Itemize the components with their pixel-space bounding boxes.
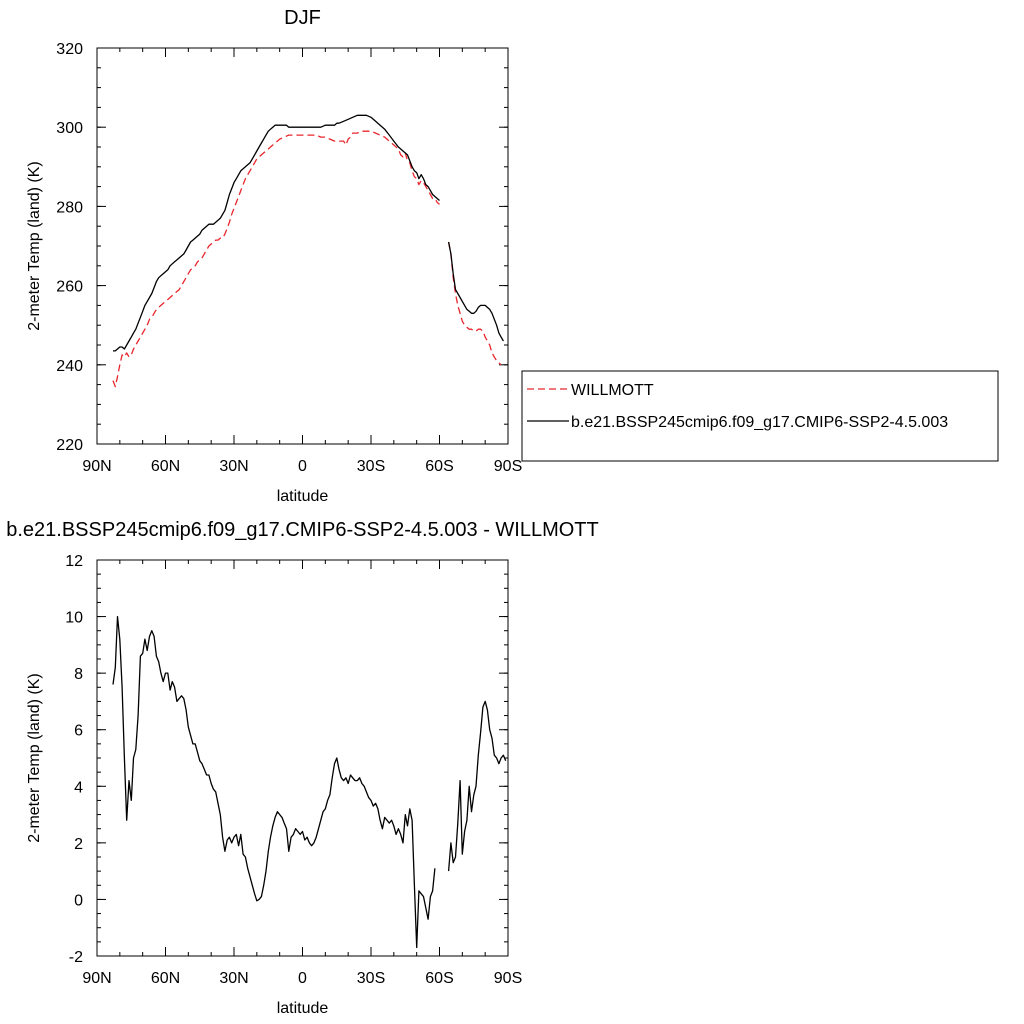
series-line-0 [447, 700, 507, 872]
legend-label: WILLMOTT [571, 382, 654, 399]
y-tick-label: 12 [65, 553, 83, 570]
x-tick-label: 60S [425, 458, 453, 475]
y-tick-label: 8 [74, 666, 83, 683]
series-line-0 [447, 241, 502, 366]
x-tick-label: 90S [494, 970, 522, 987]
legend-box [521, 370, 999, 462]
y-tick-label: 300 [56, 120, 83, 137]
plot-frame [96, 47, 509, 445]
y-tick-label: 240 [56, 358, 83, 375]
y-tick-label: 10 [65, 610, 83, 627]
y-tick-label: 320 [56, 41, 83, 58]
x-tick-label: 30N [219, 458, 248, 475]
x-tick-label: 90N [82, 970, 111, 987]
plot-frame [96, 559, 509, 957]
top-panel: 220 240 260 280 300 320 90N 60N 30N 0 30S 60S 90S lat… [26, 7, 522, 505]
y-tick-label: 0 [74, 892, 83, 909]
bottom-panel: -2 0 2 4 6 8 10 12 90N 60N 30N 0 30S 60S 90S latitude 2-… [6, 519, 599, 1017]
plot-title: b.e21.BSSP245cmip6.f09_g17.CMIP6-SSP2-4.… [6, 519, 599, 541]
x-tick-label: 30S [357, 458, 385, 475]
x-tick-label: 90S [494, 458, 522, 475]
y-tick-label: 6 [74, 723, 83, 740]
x-tick-label: 60S [425, 970, 453, 987]
x-axis-title: latitude [277, 1000, 329, 1017]
y-tick-label: -2 [69, 949, 83, 966]
y-tick-label: 4 [74, 779, 83, 796]
x-tick-label: 60N [151, 970, 180, 987]
series-line-1 [113, 114, 440, 352]
x-tick-label: 60N [151, 458, 180, 475]
y-tick-label: 260 [56, 279, 83, 296]
x-tick-label: 30S [357, 970, 385, 987]
series-line-1 [447, 241, 504, 342]
y-axis-title: 2-meter Temp (land) (K) [26, 161, 43, 331]
x-tick-label: 30N [219, 970, 248, 987]
series-line-0 [112, 130, 440, 388]
legend: WILLMOTT b.e21.BSSP245cmip6.f09_g17.CMIP6… [521, 370, 999, 462]
series-line-0 [112, 615, 436, 949]
legend-label: b.e21.BSSP245cmip6.f09_g17.CMIP6-SSP2-4.… [571, 414, 948, 431]
x-tick-label: 0 [298, 458, 307, 475]
y-axis-title: 2-meter Temp (land) (K) [26, 673, 43, 843]
y-tick-label: 280 [56, 199, 83, 216]
plot-title: DJF [284, 7, 321, 29]
y-tick-label: 2 [74, 836, 83, 853]
x-axis-title: latitude [277, 488, 329, 505]
y-tick-label: 220 [56, 437, 83, 454]
x-tick-label: 90N [82, 458, 111, 475]
x-tick-label: 0 [298, 970, 307, 987]
